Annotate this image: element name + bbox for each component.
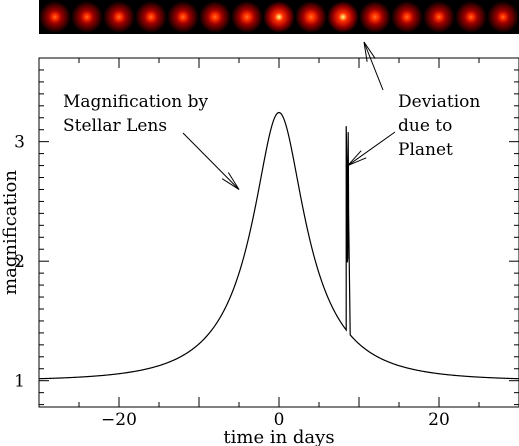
- x-tick-label: 0: [274, 410, 285, 430]
- planet-arrow-head: [347, 157, 367, 167]
- lensed-star-image: [391, 0, 423, 34]
- light-curve: [38, 111, 519, 380]
- lensed-star-image: [199, 0, 231, 34]
- planet-annotation-line-1: Deviation: [398, 92, 480, 112]
- planet-arrow: [347, 131, 396, 166]
- axis-ticks: −20 0 20 1 2 3: [14, 58, 519, 430]
- y-tick-label: 1: [14, 372, 25, 392]
- planet-arrow-head: [347, 150, 362, 166]
- lensed-star-image: [359, 0, 391, 34]
- strip-arrow-head: [363, 41, 368, 62]
- stellar-arrow-head: [221, 178, 240, 190]
- stellar-annotation-line-1: Magnification by: [63, 92, 209, 112]
- x-tick-label: 20: [428, 410, 450, 430]
- lensed-star-image: [39, 0, 71, 34]
- lensed-star-image: [71, 0, 103, 34]
- stellar-arrow-head: [227, 172, 240, 190]
- lensed-star-image: [423, 0, 455, 34]
- lensed-star-image: [231, 0, 263, 34]
- lensed-star-image: [263, 0, 295, 34]
- stellar-annotation-line-2: Stellar Lens: [63, 116, 167, 136]
- y-tick-label: 3: [14, 133, 25, 153]
- lensed-star-image: [103, 0, 135, 34]
- x-axis-label: time in days: [223, 427, 334, 446]
- strip-arrow: [363, 41, 384, 91]
- lensed-star-image: [167, 0, 199, 34]
- lensed-star-image: [327, 0, 359, 34]
- annotation-arrows: [182, 41, 396, 190]
- lensed-star-image: [135, 0, 167, 34]
- lensed-star-image: [295, 0, 327, 34]
- planet-annotation-line-2: due to: [398, 116, 452, 136]
- stellar-arrow: [182, 132, 240, 190]
- strip-arrow-head: [363, 41, 376, 59]
- y-axis-label: magnification: [0, 170, 21, 295]
- y-tick-label: 2: [14, 252, 25, 272]
- light-curve-layer: [38, 111, 519, 380]
- lensed-star-image: [487, 0, 519, 34]
- x-tick-label: −20: [101, 410, 137, 430]
- microlensing-image-strip: [39, 0, 519, 34]
- lensed-star-image: [455, 0, 487, 34]
- planet-annotation-line-3: Planet: [398, 140, 453, 160]
